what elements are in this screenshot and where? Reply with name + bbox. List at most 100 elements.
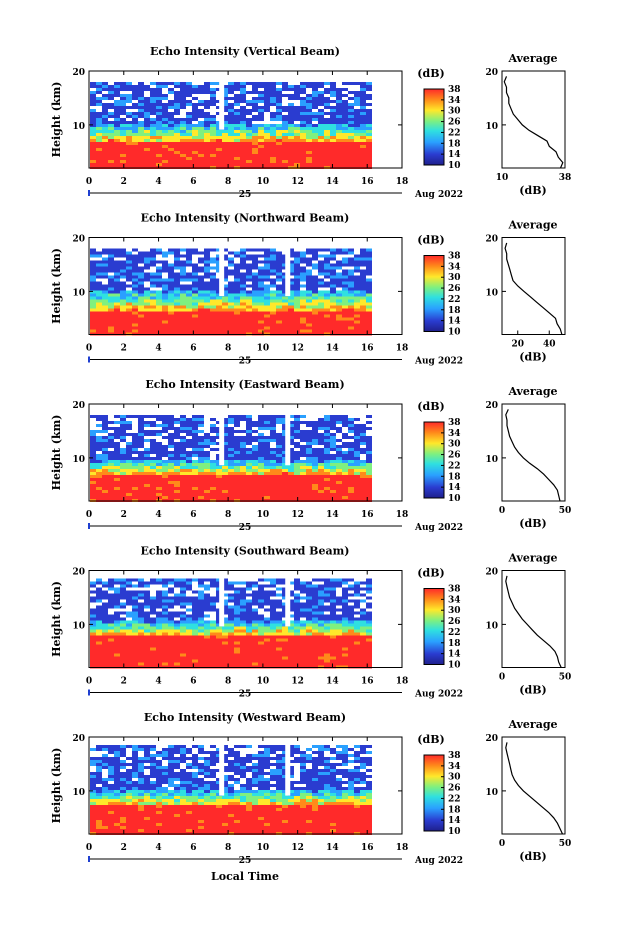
heatmap-cell bbox=[96, 290, 102, 294]
heatmap-cell bbox=[180, 254, 186, 258]
heatmap-cell bbox=[108, 493, 114, 496]
heatmap-cell bbox=[366, 581, 372, 585]
heatmap-cell bbox=[270, 94, 276, 97]
heatmap-cell bbox=[366, 82, 372, 85]
heatmap-cell bbox=[102, 581, 108, 585]
heatmap-cell bbox=[162, 481, 168, 484]
heatmap-cell bbox=[174, 475, 180, 478]
heatmap-cell bbox=[264, 632, 270, 636]
heatmap-cell bbox=[210, 493, 216, 496]
heatmap-cell bbox=[300, 632, 306, 636]
heatmap-cell bbox=[186, 296, 192, 300]
heatmap-cell bbox=[102, 650, 108, 654]
heatmap-cell bbox=[126, 115, 132, 118]
y-axis-title: Height (km) bbox=[50, 415, 63, 491]
heatmap-cell bbox=[246, 266, 252, 270]
heatmap-cell bbox=[114, 103, 120, 106]
heatmap-cell bbox=[348, 466, 354, 469]
heatmap-cell bbox=[144, 638, 150, 642]
heatmap-cell bbox=[150, 463, 156, 466]
heatmap-cell bbox=[96, 127, 102, 130]
heatmap-cell bbox=[234, 251, 240, 255]
heatmap-cell bbox=[156, 433, 162, 436]
heatmap-cell bbox=[222, 451, 228, 454]
heatmap-cell bbox=[234, 629, 240, 633]
heatmap-cell bbox=[252, 632, 258, 636]
heatmap-cell bbox=[264, 266, 270, 270]
heatmap-cell bbox=[150, 481, 156, 484]
heatmap-cell bbox=[342, 290, 348, 294]
heatmap-cell bbox=[174, 293, 180, 297]
heatmap-cell bbox=[96, 329, 102, 333]
heatmap-cell bbox=[300, 496, 306, 499]
heatmap-cell bbox=[102, 296, 108, 300]
heatmap-cell bbox=[318, 154, 324, 157]
heatmap-cell bbox=[186, 278, 192, 282]
heatmap-cell bbox=[204, 296, 210, 300]
heatmap-cell bbox=[318, 305, 324, 309]
heatmap-cell bbox=[180, 617, 186, 621]
heatmap-cell bbox=[258, 254, 264, 258]
heatmap-cell bbox=[312, 484, 318, 487]
heatmap-cell bbox=[306, 139, 312, 142]
heatmap-cell bbox=[276, 130, 282, 133]
heatmap-cell bbox=[252, 157, 258, 160]
heatmap-cell bbox=[324, 266, 330, 270]
heatmap-cell bbox=[264, 460, 270, 463]
heatmap-cell bbox=[306, 641, 312, 645]
heatmap-cell bbox=[288, 463, 294, 466]
heatmap-cell bbox=[156, 82, 162, 85]
heatmap-cell bbox=[120, 478, 126, 481]
heatmap-cell bbox=[282, 445, 288, 448]
heatmap-cell bbox=[330, 644, 336, 648]
heatmap-cell bbox=[204, 490, 210, 493]
heatmap-cell bbox=[204, 463, 210, 466]
heatmap-cell bbox=[90, 290, 96, 294]
heatmap-cell bbox=[366, 160, 372, 163]
heatmap-cell bbox=[144, 308, 150, 312]
heatmap-cell bbox=[276, 578, 282, 582]
heatmap-cell bbox=[276, 466, 282, 469]
heatmap-cell bbox=[270, 472, 276, 475]
heatmap-cell bbox=[342, 115, 348, 118]
heatmap-cell bbox=[330, 91, 336, 94]
heatmap-cell bbox=[324, 472, 330, 475]
heatmap-cell bbox=[246, 100, 252, 103]
heatmap-cell bbox=[132, 124, 138, 127]
heatmap-cell bbox=[120, 314, 126, 318]
heatmap-cell bbox=[252, 323, 258, 327]
heatmap-cell bbox=[168, 142, 174, 145]
heatmap-cell bbox=[144, 290, 150, 294]
heatmap-cell bbox=[132, 91, 138, 94]
heatmap-cell bbox=[156, 448, 162, 451]
heatmap-cell bbox=[90, 599, 96, 603]
heatmap-cell bbox=[168, 317, 174, 321]
heatmap-cell bbox=[258, 323, 264, 327]
heatmap-cell bbox=[126, 445, 132, 448]
heatmap-cell bbox=[366, 635, 372, 639]
heatmap-cell bbox=[342, 623, 348, 627]
heatmap-cell bbox=[264, 487, 270, 490]
heatmap-cell bbox=[216, 653, 222, 657]
heatmap-cell bbox=[216, 308, 222, 312]
heatmap-cell bbox=[306, 611, 312, 615]
heatmap-cell bbox=[126, 326, 132, 330]
heatmap-cell bbox=[342, 127, 348, 130]
heatmap-cell bbox=[210, 257, 216, 261]
heatmap-cell bbox=[162, 472, 168, 475]
heatmap-cell bbox=[180, 602, 186, 606]
heatmap-cell bbox=[336, 308, 342, 312]
heatmap-cell bbox=[318, 596, 324, 600]
heatmap-cell bbox=[240, 484, 246, 487]
heatmap-cell bbox=[162, 293, 168, 297]
heatmap-cell bbox=[240, 311, 246, 315]
heatmap-cell bbox=[282, 430, 288, 433]
heatmap-cell bbox=[270, 97, 276, 100]
heatmap-cell bbox=[330, 614, 336, 618]
heatmap-cell bbox=[96, 635, 102, 639]
heatmap-cell bbox=[312, 157, 318, 160]
heatmap-cell bbox=[102, 130, 108, 133]
heatmap-cell bbox=[120, 644, 126, 648]
heatmap-cell bbox=[168, 139, 174, 142]
heatmap-cell bbox=[90, 430, 96, 433]
